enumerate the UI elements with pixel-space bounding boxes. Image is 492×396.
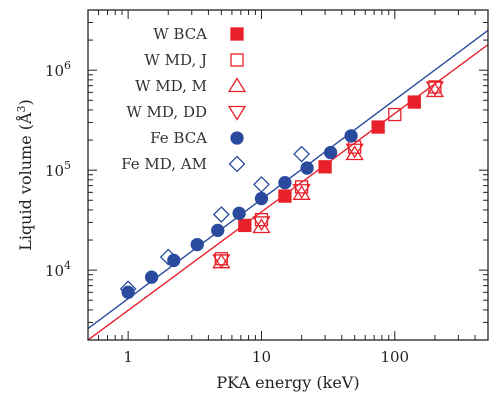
point-s4-8: [300, 161, 314, 175]
x-tick-label-1: 10: [252, 348, 271, 366]
legend-marker-4: [230, 131, 244, 145]
legend-label-1: W MD, J: [144, 51, 207, 69]
point-s4-10: [344, 129, 358, 143]
point-s4-1: [144, 270, 159, 284]
legend-label-5: Fe MD, AM: [121, 155, 207, 173]
point-s4-0: [121, 285, 135, 299]
x-tick-labels: 1 10 100: [123, 348, 409, 366]
point-s4-2: [167, 253, 181, 268]
point-s4-5: [232, 206, 246, 220]
point-s4-6: [254, 191, 269, 206]
legend-label-0: W BCA: [153, 25, 207, 43]
legend: W BCA W MD, J W MD, M W MD, DD Fe BCA Fe MD, …: [121, 25, 247, 173]
point-s5-1: [159, 248, 177, 266]
y-tick-labels: 104 105 106: [45, 59, 71, 280]
point-s5-0: [119, 280, 137, 298]
legend-marker-0: [230, 27, 244, 41]
y-tick-label-1: 105: [45, 159, 71, 180]
point-s3-1: [252, 216, 271, 232]
point-s2-1: [252, 218, 271, 234]
point-s5-3: [253, 175, 270, 193]
legend-marker-1: [230, 53, 244, 67]
legend-marker-5: [228, 155, 246, 173]
axis-ticks: [87, 9, 489, 341]
point-s0-1: [278, 189, 292, 203]
point-s3-3: [345, 143, 364, 159]
point-s2-3: [345, 145, 364, 161]
point-s3-0: [212, 254, 231, 270]
point-s2-2: [292, 185, 311, 200]
point-s3-2: [292, 184, 311, 199]
y-tick-label-0: 104: [45, 259, 71, 280]
point-s4-9: [323, 145, 338, 160]
point-s4-4: [211, 223, 225, 237]
point-s2-4: [425, 82, 445, 98]
point-s0-0: [238, 218, 252, 233]
data-markers: [119, 80, 445, 299]
legend-label-4: Fe BCA: [150, 129, 207, 147]
legend-label-3: W MD, DD: [126, 103, 207, 121]
point-s1-5: [428, 80, 442, 94]
legend-label-2: W MD, M: [135, 77, 207, 95]
point-s3-4: [425, 81, 445, 97]
point-s5-2: [212, 206, 230, 223]
point-s4-7: [278, 175, 292, 190]
point-s0-3: [371, 120, 385, 134]
point-s1-4: [388, 107, 402, 122]
point-s4-3: [190, 237, 204, 252]
x-tick-label-2: 100: [380, 348, 409, 366]
legend-marker-3: [227, 105, 247, 121]
legend-marker-2: [227, 77, 247, 93]
x-axis-label: PKA energy (keV): [216, 373, 359, 392]
x-tick-label-0: 1: [123, 348, 133, 366]
point-s0-2: [318, 160, 332, 174]
point-s5-4: [293, 145, 311, 163]
point-s0-4: [407, 95, 421, 109]
y-tick-label-2: 106: [45, 59, 71, 80]
y-axis-label: Liquid volume (Å3): [15, 99, 36, 251]
